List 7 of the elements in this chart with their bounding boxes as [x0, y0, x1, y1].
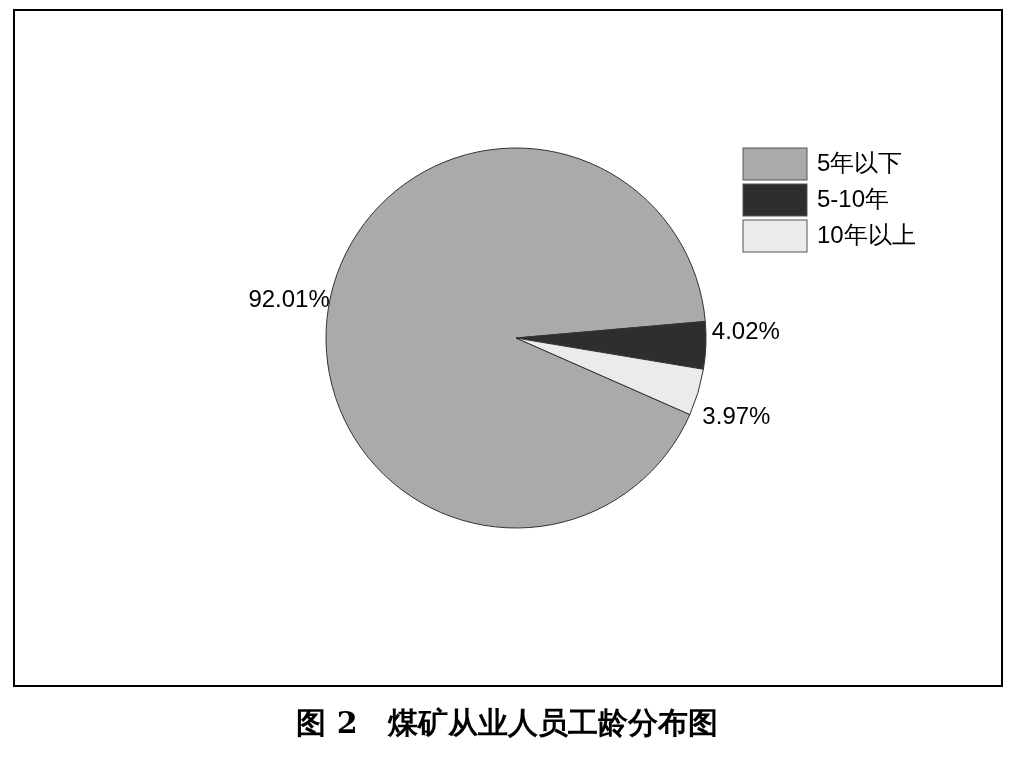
data-label: 4.02%: [711, 317, 780, 345]
legend-label: 5年以下: [817, 149, 903, 177]
legend-label: 10年以上: [817, 221, 916, 249]
data-label: 92.01%: [248, 284, 330, 312]
legend-label: 5-10年: [817, 185, 890, 213]
text: 图 2 煤矿从业人员工龄分布图: [296, 705, 718, 740]
data-label: 3.97%: [702, 402, 771, 430]
